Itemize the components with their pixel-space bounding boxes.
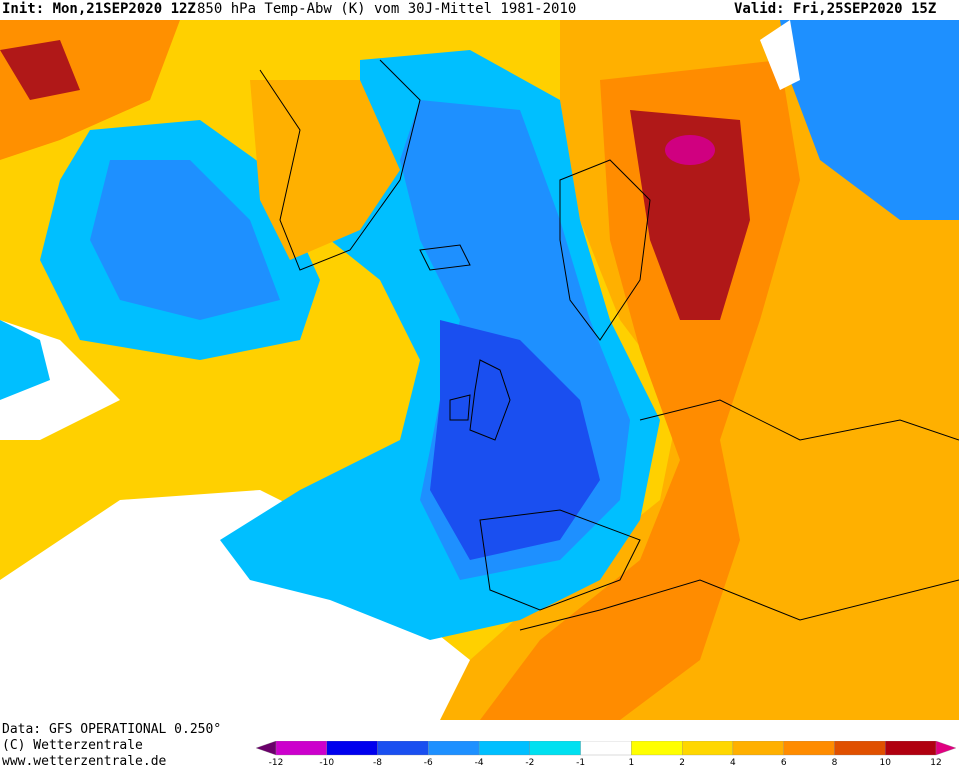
temperature-anomaly-map — [0, 20, 959, 720]
legend-swatch — [631, 740, 683, 756]
legend-tick-label: 1 — [628, 758, 635, 768]
britain-coast — [469, 359, 511, 441]
legend-tick-label: -10 — [319, 758, 335, 768]
legend-swatch — [377, 740, 429, 756]
map-header: Init: Mon,21SEP2020 12Z 850 hPa Temp-Abw… — [0, 0, 959, 20]
legend-swatch — [428, 740, 480, 756]
legend-swatch — [682, 740, 734, 756]
coastlines — [259, 59, 959, 631]
hot-northwest-spot — [0, 40, 80, 100]
legend-swatch — [275, 740, 327, 756]
legend-bar — [255, 740, 957, 756]
iberia-coast — [479, 509, 641, 611]
legend-tick-label: 8 — [831, 758, 838, 768]
legend-tick-label: 6 — [780, 758, 787, 768]
init-time: Init: Mon,21SEP2020 12Z — [2, 1, 196, 17]
cold-west-edge — [0, 320, 50, 400]
cold-labrador-core — [90, 160, 280, 320]
legend-swatch — [255, 740, 277, 756]
cold-northeast-region — [780, 20, 959, 220]
data-source: Data: GFS OPERATIONAL 0.250° — [2, 722, 222, 737]
hot-scandinavia-region — [630, 110, 750, 320]
greenland-coast — [259, 59, 421, 271]
legend-tick-label: -12 — [268, 758, 284, 768]
africa-coast — [519, 579, 959, 631]
website: www.wetterzentrale.de — [2, 754, 167, 769]
legend-tick-label: 2 — [679, 758, 686, 768]
legend-tick-label: -6 — [423, 758, 433, 768]
legend-swatch — [783, 740, 835, 756]
legend-swatch — [529, 740, 581, 756]
legend-swatch — [478, 740, 530, 756]
legend-tick-label: 12 — [930, 758, 942, 768]
map-title: 850 hPa Temp-Abw (K) vom 30J-Mittel 1981… — [197, 1, 577, 17]
copyright: (C) Wetterzentrale — [2, 738, 143, 753]
valid-time: Valid: Fri,25SEP2020 15Z — [734, 1, 937, 17]
legend-swatch — [580, 740, 632, 756]
legend-tick-label: 4 — [730, 758, 736, 768]
scandinavia-coast — [559, 159, 651, 341]
legend-swatch — [834, 740, 886, 756]
legend-tick-label: -2 — [525, 758, 535, 768]
legend-swatch — [885, 740, 937, 756]
ireland-coast — [449, 394, 471, 421]
neutral-northeast-edge — [760, 20, 800, 90]
legend-tick-label: -1 — [576, 758, 586, 768]
cold-core-region — [430, 320, 600, 560]
iceland-coast — [419, 244, 471, 271]
legend-swatch — [935, 740, 957, 756]
legend-tick-label: -4 — [474, 758, 484, 768]
map-canvas — [0, 20, 959, 720]
legend-tick-label: 10 — [879, 758, 891, 768]
hottest-spot — [665, 135, 715, 165]
legend-tick-label: -8 — [373, 758, 383, 768]
legend-swatch — [732, 740, 784, 756]
legend-swatch — [326, 740, 378, 756]
color-legend: -12 -10 -8 -6 -4 -2 -1 1 2 4 6 8 10 12 — [255, 740, 957, 769]
mediterranean-coast — [639, 399, 959, 441]
warm-greenland-region — [250, 80, 400, 260]
